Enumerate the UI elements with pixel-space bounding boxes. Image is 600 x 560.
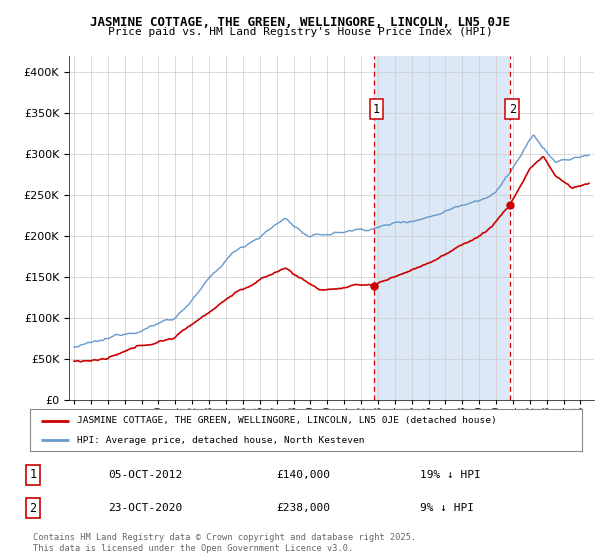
Text: HPI: Average price, detached house, North Kesteven: HPI: Average price, detached house, Nort… (77, 436, 364, 445)
Text: 2: 2 (509, 103, 516, 116)
Bar (374, 56, 510, 400)
Text: 2: 2 (29, 502, 37, 515)
Text: £238,000: £238,000 (276, 503, 330, 513)
Text: 19% ↓ HPI: 19% ↓ HPI (420, 470, 481, 480)
Text: 05-OCT-2012: 05-OCT-2012 (108, 470, 182, 480)
Text: 1: 1 (29, 468, 37, 481)
Text: Contains HM Land Registry data © Crown copyright and database right 2025.
This d: Contains HM Land Registry data © Crown c… (33, 533, 416, 553)
Text: 23-OCT-2020: 23-OCT-2020 (108, 503, 182, 513)
Text: JASMINE COTTAGE, THE GREEN, WELLINGORE, LINCOLN, LN5 0JE: JASMINE COTTAGE, THE GREEN, WELLINGORE, … (90, 16, 510, 29)
Text: 1: 1 (373, 103, 380, 116)
Text: £140,000: £140,000 (276, 470, 330, 480)
Text: 9% ↓ HPI: 9% ↓ HPI (420, 503, 474, 513)
Text: JASMINE COTTAGE, THE GREEN, WELLINGORE, LINCOLN, LN5 0JE (detached house): JASMINE COTTAGE, THE GREEN, WELLINGORE, … (77, 416, 497, 425)
Text: Price paid vs. HM Land Registry's House Price Index (HPI): Price paid vs. HM Land Registry's House … (107, 27, 493, 37)
